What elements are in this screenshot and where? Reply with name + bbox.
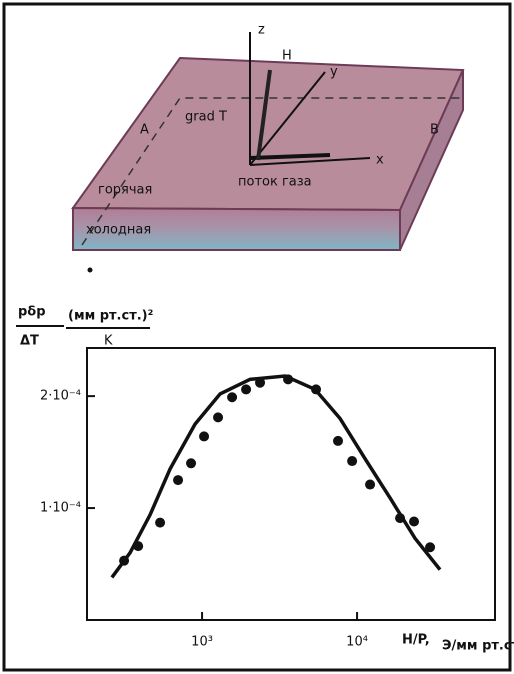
data-point [199,431,209,441]
label: поток газа [238,175,312,190]
data-point [241,384,251,394]
x-label: Э/мм рт.ст. [442,639,514,654]
data-point [186,458,196,468]
label: x [376,153,384,168]
label: B [430,123,439,138]
plot-frame [87,348,495,620]
data-point [333,436,343,446]
y-label: ΔT [20,334,39,349]
fit-curve [112,376,440,577]
y-label: K [104,334,113,349]
label: H [282,49,292,64]
x-label: H/P, [402,633,430,648]
data-point [347,456,357,466]
x-tick-label: 10³ [191,635,213,650]
label: y [330,65,338,80]
y-label: (мм рт.ст.)² [68,309,153,324]
speck [88,268,93,273]
x-tick-label: 10⁴ [346,635,368,650]
label: grad T [185,110,227,125]
data-point [173,475,183,485]
data-point [227,392,237,402]
label: холодная [86,223,151,238]
data-point [155,518,165,528]
label: z [258,23,265,38]
label: A [140,123,149,138]
slab-diagram: z H y x grad T поток газа горячая холодн… [73,23,463,273]
y-tick-label: 1·10⁻⁴ [40,501,81,516]
label: горячая [98,183,152,198]
data-point [365,480,375,490]
y-tick-label: 2·10⁻⁴ [40,389,81,404]
data-point [213,412,223,422]
chart: pδp ΔT (мм рт.ст.)² K H/P, Э/мм рт.ст. 1… [16,305,514,654]
y-label: pδp [18,305,46,320]
data-point [409,516,419,526]
figure: z H y x grad T поток газа горячая холодн… [0,0,514,674]
